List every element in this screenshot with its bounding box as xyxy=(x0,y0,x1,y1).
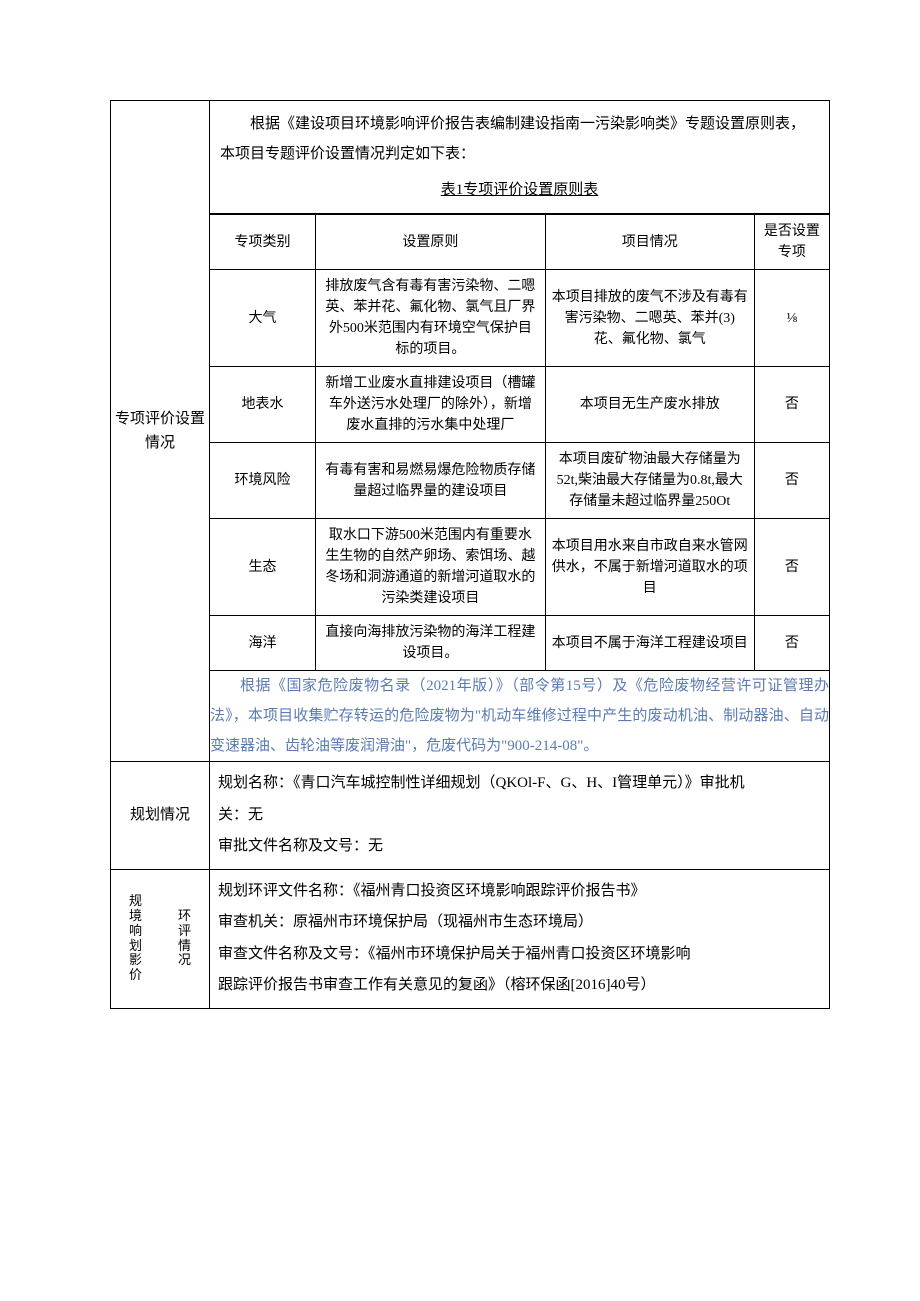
section3-line3: 审查文件名称及文号：《福州市环境保护局关于福州青口投资区环境影响 xyxy=(218,939,821,971)
cell-principle: 新增工业废水直排建设项目（槽罐车外送污水处理厂的除外），新增废水直排的污水集中处… xyxy=(316,367,546,443)
th-set: 是否设置专项 xyxy=(754,215,829,270)
cell-cat: 环境风险 xyxy=(210,443,316,519)
inner-table-cell: 专项类别 设置原则 项目情况 是否设置专项 大气 排放废气含有毒有害污染物、二嗯… xyxy=(210,214,830,671)
section3-content: 规划环评文件名称：《福州青口投资区环境影响跟踪评价报告书》 审查机关：原福州市环… xyxy=(210,869,830,1008)
cell-cat: 大气 xyxy=(210,270,316,367)
section3-label-cell: 规境响划影价 环评情况 xyxy=(111,869,210,1008)
cell-cat: 生态 xyxy=(210,519,316,616)
cell-principle: 排放废气含有毒有害污染物、二嗯英、苯并花、氟化物、氯气且厂界外500米范围内有环… xyxy=(316,270,546,367)
page-container: 专项评价设置情况 根据《建设项目环境影响评价报告表编制建设指南一污染影响类》专题… xyxy=(0,0,920,1069)
section3-line1: 规划环评文件名称：《福州青口投资区环境影响跟踪评价报告书》 xyxy=(218,876,821,908)
section2-line2: 关：无 xyxy=(218,800,821,832)
section3-label-right: 环评情况 xyxy=(160,890,209,988)
section2-label: 规划情况 xyxy=(111,762,210,870)
table-row: 地表水 新增工业废水直排建设项目（槽罐车外送污水处理厂的除外），新增废水直排的污… xyxy=(210,367,829,443)
th-situation: 项目情况 xyxy=(545,215,754,270)
cell-principle: 取水口下游500米范围内有重要水生生物的自然产卵场、索饵场、越冬场和洞游通道的新… xyxy=(316,519,546,616)
cell-set: 否 xyxy=(754,443,829,519)
cell-set: ⅛ xyxy=(754,270,829,367)
cell-cat: 地表水 xyxy=(210,367,316,443)
section2-content: 规划名称：《青口汽车城控制性详细规划（QKOl-F、G、H、I管理单元）》审批机… xyxy=(210,762,830,870)
cell-set: 否 xyxy=(754,616,829,671)
section2-line3: 审批文件名称及文号：无 xyxy=(218,831,821,863)
cell-principle: 有毒有害和易燃易爆危险物质存储量超过临界量的建设项目 xyxy=(316,443,546,519)
section3-line2: 审查机关：原福州市环境保护局（现福州市生态环境局） xyxy=(218,907,821,939)
table-row: 大气 排放废气含有毒有害污染物、二嗯英、苯并花、氟化物、氯气且厂界外500米范围… xyxy=(210,270,829,367)
inner-table-header-row: 专项类别 设置原则 项目情况 是否设置专项 xyxy=(210,215,829,270)
section1-intro-cell: 根据《建设项目环境影响评价报告表编制建设指南一污染影响类》专题设置原则表，本项目… xyxy=(210,101,830,214)
cell-situation: 本项目排放的废气不涉及有毒有害污染物、二嗯英、苯并(3)花、氟化物、氯气 xyxy=(545,270,754,367)
table-row: 环境风险 有毒有害和易燃易爆危险物质存储量超过临界量的建设项目 本项目废矿物油最… xyxy=(210,443,829,519)
section1-footnote-cell: 根据《国家危险废物名录（2021年版）》（部令第15号）及《危险废物经营许可证管… xyxy=(210,671,830,762)
th-category: 专项类别 xyxy=(210,215,316,270)
cell-set: 否 xyxy=(754,519,829,616)
cell-situation: 本项目废矿物油最大存储量为52t,柴油最大存储量为0.8t,最大存储量未超过临界… xyxy=(545,443,754,519)
cell-set: 否 xyxy=(754,367,829,443)
th-principle: 设置原则 xyxy=(316,215,546,270)
inner-table: 专项类别 设置原则 项目情况 是否设置专项 大气 排放废气含有毒有害污染物、二嗯… xyxy=(210,214,829,670)
table-row: 海洋 直接向海排放污染物的海洋工程建设项目。 本项目不属于海洋工程建设项目 否 xyxy=(210,616,829,671)
section1-label: 专项评价设置情况 xyxy=(111,101,210,762)
section3-label-left: 规境响划影价 xyxy=(111,890,160,988)
section1-caption: 表1专项评价设置原则表 xyxy=(220,175,819,205)
cell-situation: 本项目无生产废水排放 xyxy=(545,367,754,443)
cell-situation: 本项目不属于海洋工程建设项目 xyxy=(545,616,754,671)
outer-table: 专项评价设置情况 根据《建设项目环境影响评价报告表编制建设指南一污染影响类》专题… xyxy=(110,100,830,1009)
section1-footnote: 根据《国家危险废物名录（2021年版）》（部令第15号）及《危险废物经营许可证管… xyxy=(210,671,829,761)
table-row: 生态 取水口下游500米范围内有重要水生生物的自然产卵场、索饵场、越冬场和洞游通… xyxy=(210,519,829,616)
cell-situation: 本项目用水来自市政自来水管网供水，不属于新增河道取水的项目 xyxy=(545,519,754,616)
cell-principle: 直接向海排放污染物的海洋工程建设项目。 xyxy=(316,616,546,671)
section3-line4: 跟踪评价报告书审查工作有关意见的复函》（榕环保函[2016]40号） xyxy=(218,970,821,1002)
section2-line1: 规划名称：《青口汽车城控制性详细规划（QKOl-F、G、H、I管理单元）》审批机 xyxy=(218,768,821,800)
cell-cat: 海洋 xyxy=(210,616,316,671)
section1-intro: 根据《建设项目环境影响评价报告表编制建设指南一污染影响类》专题设置原则表，本项目… xyxy=(220,109,819,169)
